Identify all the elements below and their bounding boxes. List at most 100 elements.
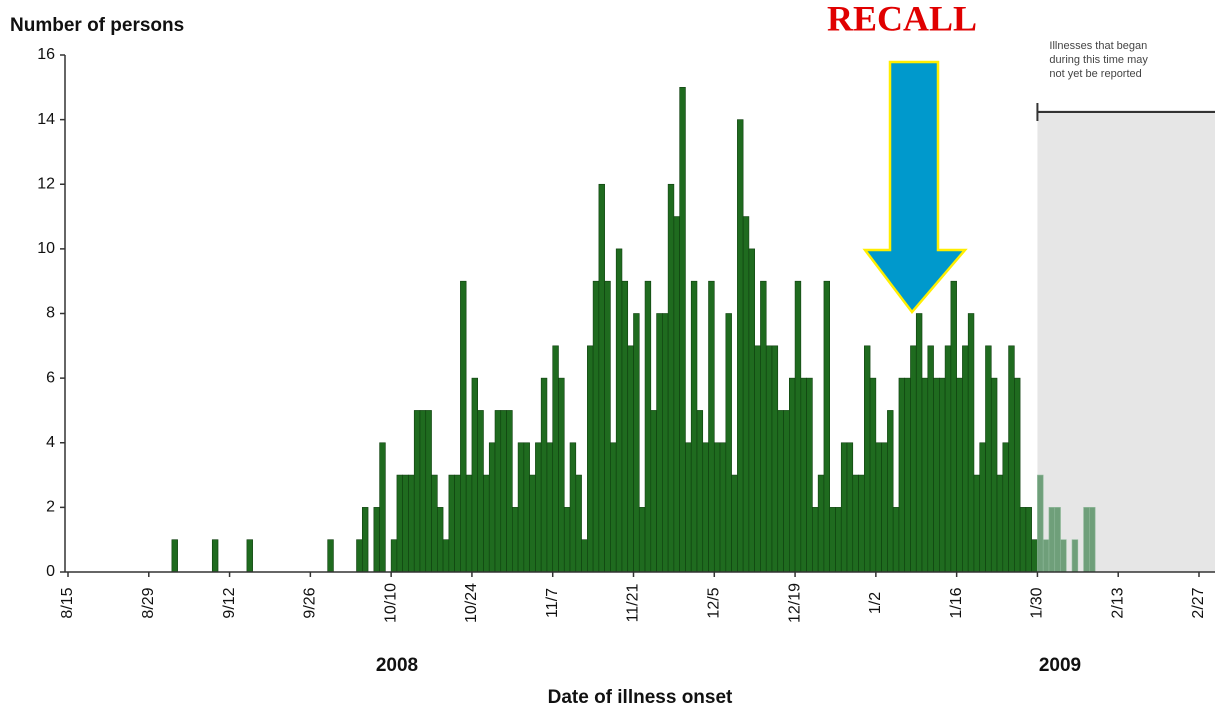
bar xyxy=(379,442,386,573)
x-tick-label: 1/2 xyxy=(867,592,884,614)
bar xyxy=(650,410,657,573)
bar xyxy=(927,345,934,573)
bar xyxy=(673,216,680,573)
x-tick-label: 8/29 xyxy=(140,587,157,618)
bar xyxy=(690,280,698,573)
y-tick-label: 2 xyxy=(46,499,55,516)
bar xyxy=(1060,539,1067,573)
bar xyxy=(1014,377,1021,573)
lag-note: not yet be reported xyxy=(1049,68,1141,80)
bar xyxy=(921,377,929,573)
bar xyxy=(558,377,565,573)
x-tick-label: 10/10 xyxy=(382,583,399,623)
bar xyxy=(1042,539,1050,573)
bar xyxy=(777,410,784,573)
bar xyxy=(864,345,871,573)
y-axis-title: Number of persons xyxy=(10,15,184,36)
bar xyxy=(667,183,675,573)
bar xyxy=(771,345,779,573)
bar xyxy=(656,313,663,573)
bar xyxy=(662,313,669,573)
bar xyxy=(587,345,594,573)
bar xyxy=(933,377,940,573)
bar xyxy=(506,410,513,573)
bar xyxy=(852,474,859,573)
x-tick-label: 11/7 xyxy=(544,588,561,618)
bar xyxy=(517,442,525,573)
bar xyxy=(887,410,894,573)
bar xyxy=(638,507,646,573)
bar xyxy=(512,507,519,573)
bar xyxy=(702,442,709,573)
lag-note: during this time may xyxy=(1049,54,1148,66)
bar xyxy=(575,474,582,573)
bar xyxy=(939,377,946,573)
bar xyxy=(1048,507,1056,573)
bar xyxy=(1031,539,1038,573)
bar xyxy=(610,442,617,573)
bar xyxy=(483,474,490,573)
bar xyxy=(742,216,750,573)
bar xyxy=(910,345,917,573)
y-tick-label: 12 xyxy=(37,175,55,192)
bar xyxy=(465,474,473,573)
bar xyxy=(361,507,369,573)
bar xyxy=(419,410,427,573)
bar xyxy=(915,313,923,573)
x-axis-title: Date of illness onset xyxy=(548,687,733,708)
bar xyxy=(448,474,455,573)
recall-label: RECALL xyxy=(827,0,977,38)
bar xyxy=(425,410,432,573)
y-tick-label: 10 xyxy=(37,240,55,257)
bar xyxy=(627,345,634,573)
bar xyxy=(713,442,721,573)
bar xyxy=(615,248,623,573)
bar xyxy=(829,507,836,573)
bar xyxy=(725,313,732,573)
bar xyxy=(973,474,981,573)
bar xyxy=(1037,474,1044,573)
bar xyxy=(1002,442,1009,573)
bar xyxy=(835,507,842,573)
bar xyxy=(696,410,704,573)
bar xyxy=(719,442,727,573)
bar xyxy=(408,474,415,573)
bar xyxy=(731,474,738,573)
bar xyxy=(979,442,986,573)
bar xyxy=(477,410,484,573)
x-tick-label: 11/21 xyxy=(625,583,642,622)
bar xyxy=(869,377,877,573)
recall-arrow xyxy=(862,60,968,314)
x-tick-label: 12/5 xyxy=(706,587,723,618)
bar xyxy=(529,474,536,573)
bar xyxy=(1089,507,1096,573)
bar xyxy=(892,507,900,573)
bar xyxy=(956,377,963,573)
bar xyxy=(171,539,178,573)
bar xyxy=(535,442,542,573)
bar xyxy=(944,345,952,573)
bar xyxy=(748,248,755,573)
bar xyxy=(950,280,957,573)
bar xyxy=(840,442,848,573)
bar xyxy=(679,87,686,573)
x-tick-label: 1/16 xyxy=(948,587,965,618)
year-label: 2008 xyxy=(376,655,418,676)
x-tick-label: 10/24 xyxy=(463,583,480,623)
bar xyxy=(904,377,911,573)
bar xyxy=(1025,507,1032,573)
bar xyxy=(996,474,1004,573)
bar xyxy=(523,442,530,573)
bar xyxy=(812,507,819,573)
x-tick-label: 2/13 xyxy=(1109,587,1126,618)
bar xyxy=(569,442,577,573)
y-tick-label: 14 xyxy=(37,111,55,128)
bar xyxy=(390,539,398,573)
x-tick-label: 12/19 xyxy=(786,583,803,623)
bar xyxy=(962,345,969,573)
bar xyxy=(396,474,403,573)
x-tick-label: 9/26 xyxy=(302,587,319,618)
bar xyxy=(737,119,744,573)
bar xyxy=(1008,345,1015,573)
